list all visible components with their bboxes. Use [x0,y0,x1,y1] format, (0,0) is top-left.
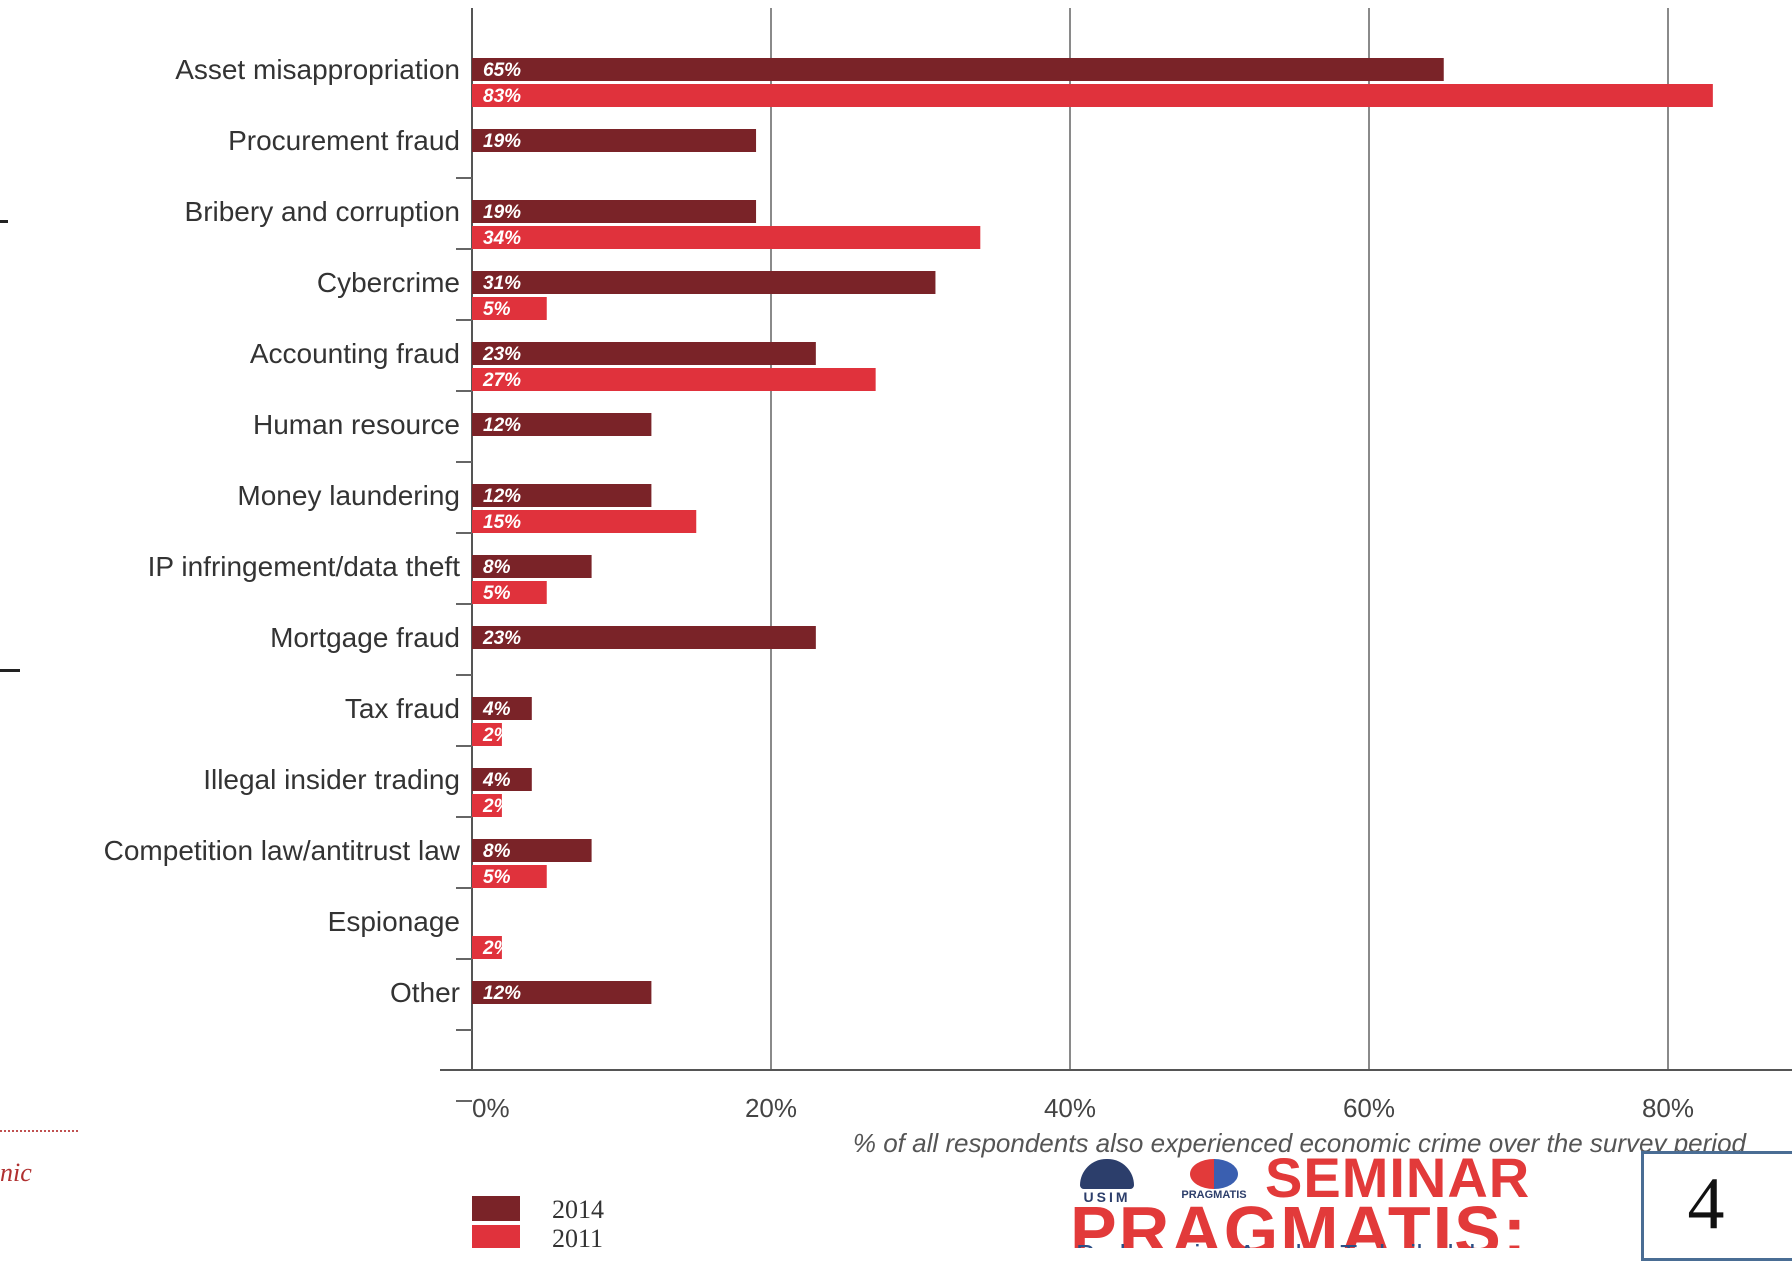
seminar-pragmatis-logo: USIM PRAGMATIS SEMINAR PRAGMATIS: Perkon… [1070,1151,1640,1248]
bar-2011 [472,226,981,249]
category-label: Other [390,977,460,1008]
bar-value-label: 8% [483,557,511,578]
y-axis [440,8,1792,1102]
bars: 65% 83% 19% 19% 34% 31% 5% 23% 27% 12% 12% 15% 8% 5% 2… [472,58,1713,1004]
bar-2011 [472,723,502,746]
bar-value-label: 2% [482,725,511,746]
bar-value-label: 4% [482,699,511,720]
category-label: Accounting fraud [250,338,460,369]
category-label: Espionage [328,906,460,937]
category-label: Illegal insider trading [203,764,460,795]
legend-swatch-2011 [472,1225,520,1248]
category-label: Cybercrime [317,267,460,298]
category-label: Mortgage fraud [270,622,460,653]
bar-value-label: 34% [483,228,521,249]
usim-logo: USIM [1072,1159,1142,1205]
x-axis-label: % of all respondents also experienced ec… [853,1128,1748,1158]
logo-tagline: Perkongsian Amalan Terbaik dalam [1076,1239,1514,1248]
bar-value-label: 12% [483,983,521,1004]
logo-pragmatis-text: PRAGMATIS: [1070,1192,1529,1248]
category-label: Competition law/antitrust law [104,835,461,866]
pragmatis-emblem-icon [1190,1159,1238,1189]
category-labels: Asset misappropriation Procurement fraud B… [104,54,461,1008]
x-tick-label: 40% [1044,1093,1096,1123]
bar-value-label: 8% [483,841,511,862]
x-axis-ticks: 0% 20% 40% 60% 80% [472,1093,1694,1123]
bar-2014 [472,981,652,1004]
pragmatis-mark-text: PRAGMATIS [1181,1189,1247,1201]
bar-2011 [472,510,697,533]
bar-2014 [472,271,936,294]
bar-2011 [472,794,502,817]
bar-value-label: 5% [483,299,511,320]
bar-value-label: 12% [483,486,521,507]
category-label: Asset misappropriation [175,54,460,85]
bar-2014 [472,413,652,436]
bar-value-label: 4% [482,770,511,791]
x-tick-label: 20% [745,1093,797,1123]
slide-dotted-rule [0,1130,78,1132]
pragmatis-mark: PRAGMATIS [1166,1159,1262,1201]
x-tick-label: 0% [472,1093,510,1123]
bar-value-label: 19% [483,131,521,152]
bar-value-label: 2% [482,796,511,817]
bar-2014 [472,58,1444,81]
slide-edge-mark [0,220,8,223]
category-label: Tax fraud [345,693,460,724]
bar-2014 [472,342,816,365]
category-label: Procurement fraud [228,125,460,156]
bar-2014 [472,555,592,578]
legend-label: 2014 [552,1195,604,1224]
category-label: Money laundering [237,480,460,511]
bar-value-label: 27% [482,370,521,391]
bar-value-label: 15% [483,512,521,533]
bar-2014 [472,129,757,152]
bar-value-label: 19% [483,202,521,223]
slide-edge-mark [0,669,20,672]
slide-number: 4 [1687,1163,1725,1245]
bar-2011 [472,936,502,959]
legend-label: 2011 [552,1224,603,1248]
bar-2014 [472,200,757,223]
grid-lines [770,8,1669,1070]
bar-2014 [472,484,652,507]
bar-2011 [472,297,547,320]
bar-2014 [472,839,592,862]
x-tick-label: 60% [1343,1093,1395,1123]
bar-2011 [472,865,547,888]
usim-logo-text: USIM [1083,1189,1131,1205]
bar-value-label: 5% [483,583,511,604]
bar-value-label: 5% [483,867,511,888]
bar-2011 [472,84,1713,107]
bar-value-label: 31% [483,273,521,294]
bar-2014 [472,768,532,791]
logo-seminar-text: SEMINAR [1265,1151,1531,1209]
category-label: IP infringement/data theft [148,551,461,582]
bar-value-label: 12% [483,415,521,436]
usim-emblem-icon [1080,1159,1134,1189]
bar-2014 [472,626,816,649]
bar-2011 [472,581,547,604]
x-tick-label: 80% [1642,1093,1694,1123]
slide-text-fragment: nic [0,1158,32,1187]
bar-2011 [472,368,876,391]
category-label: Bribery and corruption [185,196,460,227]
bar-value-label: 65% [483,60,521,81]
bar-value-label: 23% [482,628,521,649]
legend-swatch-2014 [472,1196,520,1221]
category-label: Human resource [253,409,460,440]
bar-2014 [472,697,532,720]
bar-value-label: 2% [482,938,511,959]
slide-number-box: 4 [1641,1151,1792,1261]
bar-value-label: 23% [482,344,521,365]
bar-value-label: 83% [483,86,521,107]
